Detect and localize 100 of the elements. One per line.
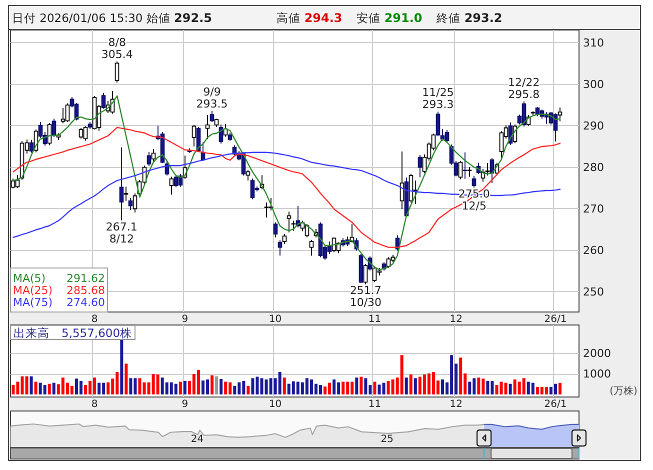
- candlestick: [291, 220, 296, 232]
- bar: [124, 364, 128, 394]
- bar: [224, 382, 228, 394]
- candlestick: [309, 239, 314, 256]
- bar: [174, 384, 178, 394]
- bar: [233, 386, 236, 394]
- candlestick: [78, 127, 84, 140]
- bar: [278, 372, 282, 394]
- bar: [459, 358, 462, 394]
- candlestick: [223, 124, 228, 138]
- x-tick-label: 8: [91, 314, 98, 325]
- bar: [414, 378, 417, 394]
- annotation: 12/22: [508, 76, 540, 89]
- candlestick: [114, 61, 120, 84]
- annotation: 293.3: [422, 98, 454, 112]
- candlestick: [358, 253, 364, 284]
- x-tick-label: 12: [450, 314, 462, 325]
- candlestick: [408, 173, 414, 203]
- candlestick: [273, 222, 278, 238]
- annotation: 293.5: [196, 97, 228, 110]
- candlestick: [210, 110, 214, 123]
- text: MA(75): [13, 296, 53, 309]
- y-axis-title: (万株): [610, 385, 638, 397]
- x-tick-label: 11: [368, 399, 382, 410]
- candlestick: [132, 192, 138, 213]
- bar: [441, 379, 444, 394]
- y-tick-label: 260: [583, 244, 604, 257]
- bar: [558, 382, 562, 394]
- candlestick: [128, 198, 133, 210]
- line-series: [12, 126, 561, 248]
- bar: [156, 374, 160, 394]
- annotation: 12/5: [462, 200, 487, 213]
- candlestick: [246, 170, 250, 181]
- bar: [48, 384, 51, 394]
- chart-subtitle: 5,557,600株: [62, 326, 132, 340]
- bar: [409, 374, 412, 394]
- bar: [178, 382, 182, 394]
- candlestick: [146, 151, 152, 166]
- text: MA(5): [13, 272, 46, 285]
- annotation: 10/30: [350, 296, 382, 310]
- bar: [98, 382, 101, 394]
- candlestick: [214, 118, 219, 128]
- bar: [34, 382, 38, 394]
- annotation: 8/12: [109, 232, 134, 246]
- candlestick: [205, 114, 210, 140]
- bar: [183, 380, 186, 394]
- x-tick-label: 11: [368, 314, 382, 325]
- bar: [210, 375, 214, 394]
- candlestick: [278, 240, 282, 256]
- y-tick-label: 2000: [583, 346, 611, 360]
- candlestick: [282, 234, 287, 244]
- bar: [504, 382, 508, 394]
- bar: [84, 385, 88, 394]
- y-tick-label: 300: [583, 78, 604, 91]
- bar: [382, 382, 386, 394]
- annotation: 305.4: [101, 48, 133, 62]
- candlestick: [418, 154, 422, 178]
- annotation: 11/25: [422, 86, 454, 100]
- candlestick: [101, 92, 106, 110]
- bar: [251, 378, 254, 394]
- bar: [477, 378, 480, 394]
- bar: [342, 382, 345, 394]
- annotation: 8/8: [108, 36, 126, 50]
- candlestick: [29, 139, 34, 154]
- candlestick: [413, 180, 418, 205]
- bar: [544, 386, 548, 394]
- y-tick-label: 250: [583, 285, 604, 298]
- annotation: 267.1: [106, 220, 138, 234]
- bar: [202, 380, 205, 394]
- candlestick: [558, 107, 562, 122]
- bar: [324, 386, 327, 394]
- candlestick: [15, 174, 20, 188]
- candlestick: [169, 176, 174, 196]
- candlestick: [530, 110, 536, 116]
- candlestick: [60, 108, 66, 124]
- x-tick-label: 9: [182, 314, 188, 325]
- bar: [468, 382, 472, 394]
- candlestick: [151, 148, 156, 162]
- annotation: 295.8: [508, 88, 540, 101]
- candlestick: [363, 263, 368, 285]
- x-tick-label: 8: [91, 399, 98, 410]
- x-tick-label: 25: [380, 434, 394, 445]
- annotation: 291.62: [66, 272, 105, 285]
- candlestick: [444, 129, 450, 143]
- candlestick: [192, 124, 196, 147]
- candlestick: [264, 202, 269, 218]
- candlestick: [92, 95, 97, 130]
- bar: [486, 380, 490, 394]
- x-tick-label: 10: [268, 399, 282, 410]
- x-tick-label: 9: [182, 399, 188, 410]
- bar: [246, 386, 250, 394]
- bar: [531, 382, 534, 394]
- x-tick-label: 26/1: [544, 314, 567, 325]
- bar: [43, 385, 46, 394]
- x-tick-label: 24: [190, 434, 204, 445]
- bar: [220, 379, 223, 394]
- candlestick: [228, 132, 232, 142]
- bar: [355, 378, 358, 394]
- chart-title: 出来高: [14, 326, 50, 340]
- bar: [30, 376, 33, 394]
